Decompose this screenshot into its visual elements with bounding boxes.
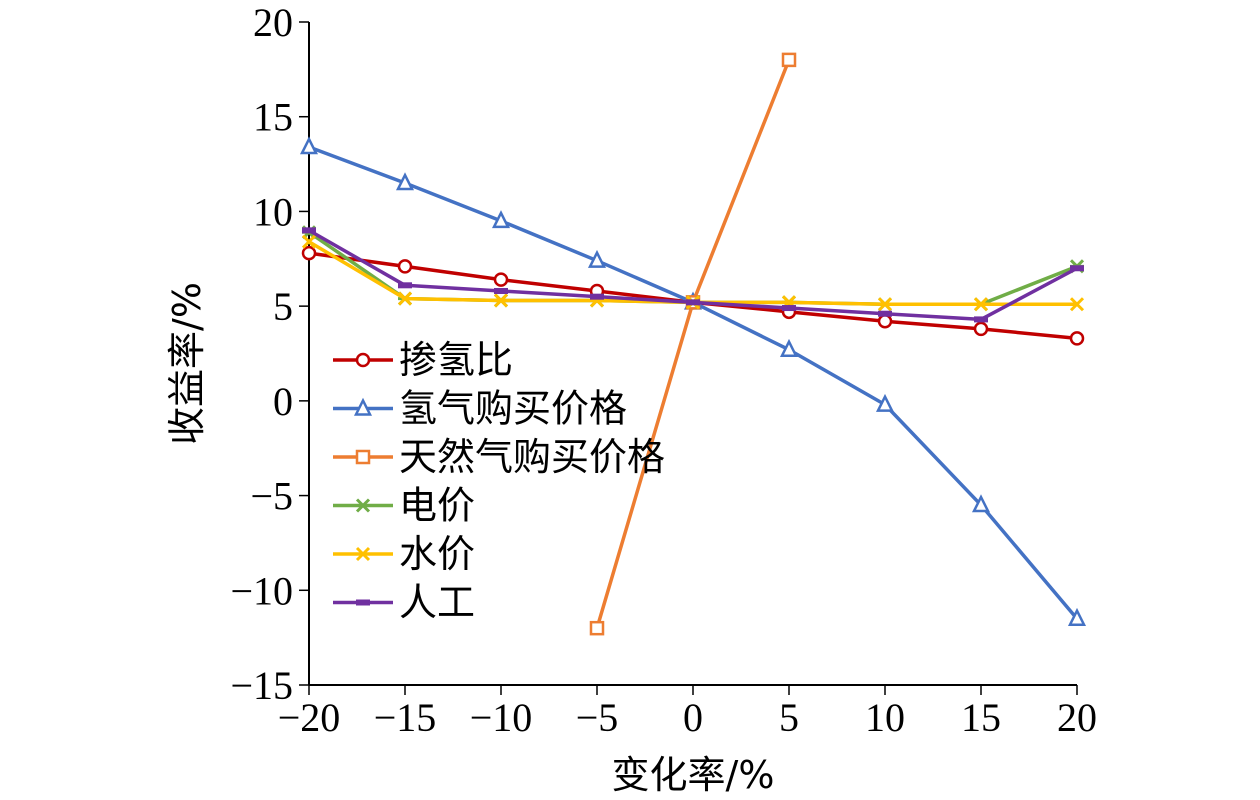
legend-swatch-marker xyxy=(356,599,370,606)
y-tick-label: 5 xyxy=(273,284,293,329)
data-point xyxy=(491,210,511,229)
data-point xyxy=(1067,607,1087,626)
y-tick-label: 0 xyxy=(273,379,293,424)
data-point xyxy=(397,291,413,306)
y-tick-label: 10 xyxy=(253,189,293,234)
data-point xyxy=(301,234,317,249)
x-tick-label: 20 xyxy=(1057,695,1097,740)
x-tick-label: 15 xyxy=(961,695,1001,740)
x-tick-label: 0 xyxy=(683,695,703,740)
y-axis-title: 收益率/% xyxy=(165,282,209,445)
legend-item: 电价 xyxy=(333,484,475,528)
y-tick-label: 20 xyxy=(253,0,293,45)
data-point xyxy=(589,620,605,636)
x-axis-ticks: −20 −15 −10 −5 0 5 10 15 20 xyxy=(278,685,1097,740)
data-point xyxy=(779,338,799,357)
y-tick-label: −15 xyxy=(230,663,293,708)
legend-item: 天然气购买价格 xyxy=(333,435,665,479)
data-point xyxy=(974,316,988,323)
data-point xyxy=(587,249,607,268)
legend-swatch-marker xyxy=(355,546,371,562)
y-tick-label: −10 xyxy=(230,568,293,613)
x-tick-label: 5 xyxy=(779,695,799,740)
x-tick-label: 10 xyxy=(865,695,905,740)
legend-swatch-marker xyxy=(353,397,373,416)
legend-label: 水价 xyxy=(399,532,475,576)
y-tick-label: −5 xyxy=(250,474,293,519)
legend-item: 人工 xyxy=(333,581,475,625)
data-point xyxy=(875,393,895,412)
x-tick-label: −20 xyxy=(278,695,341,740)
data-point xyxy=(877,314,893,329)
series-group xyxy=(299,52,1087,636)
legend-label: 电价 xyxy=(399,484,475,528)
series-3 xyxy=(589,52,797,636)
data-point xyxy=(1070,265,1084,272)
data-point xyxy=(781,52,797,68)
legend-item: 氢气购买价格 xyxy=(333,387,627,431)
series-line xyxy=(595,59,791,629)
data-point xyxy=(302,227,316,234)
data-point xyxy=(493,272,509,287)
data-point xyxy=(971,494,991,513)
legend-swatch-marker xyxy=(355,498,371,513)
data-point xyxy=(397,259,413,274)
data-point xyxy=(973,321,989,337)
legend-item: 掺氢比 xyxy=(333,338,513,382)
x-tick-label: −15 xyxy=(374,695,437,740)
legend-item: 水价 xyxy=(333,532,475,576)
legend-label: 人工 xyxy=(399,581,475,625)
data-point xyxy=(973,297,989,312)
data-point xyxy=(494,287,508,294)
x-axis-title: 变化率/% xyxy=(612,753,775,797)
y-axis-ticks: 20 15 10 5 0 −5 −10 −15 xyxy=(230,0,309,708)
legend-swatch-marker xyxy=(355,352,371,368)
legend-label: 氢气购买价格 xyxy=(399,387,627,431)
data-point xyxy=(686,299,700,306)
series-6 xyxy=(302,227,1084,323)
legend-swatch-marker xyxy=(355,449,371,465)
legend-label: 天然气购买价格 xyxy=(399,435,665,479)
y-tick-label: 15 xyxy=(253,95,293,140)
x-tick-label: −10 xyxy=(470,695,533,740)
data-point xyxy=(877,297,893,312)
legend-label: 掺氢比 xyxy=(399,338,513,382)
data-point xyxy=(1069,297,1085,312)
data-point xyxy=(395,172,415,191)
x-tick-label: −5 xyxy=(576,695,619,740)
data-point xyxy=(299,136,319,155)
data-point xyxy=(878,310,892,317)
data-point xyxy=(782,305,796,312)
data-point xyxy=(398,282,412,289)
data-point xyxy=(493,293,509,308)
data-point xyxy=(301,245,317,261)
data-point xyxy=(1069,331,1085,346)
data-point xyxy=(590,293,604,300)
